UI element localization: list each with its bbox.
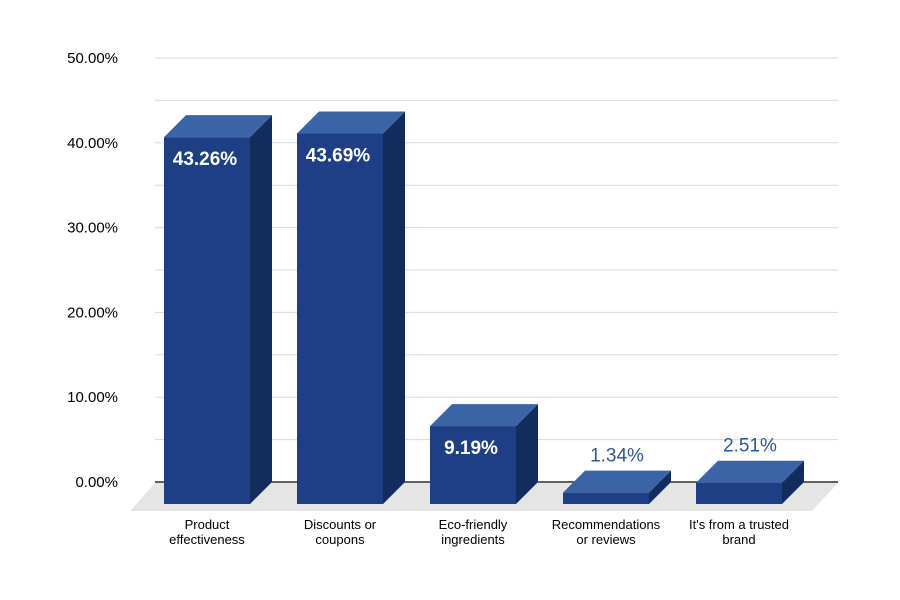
- bars: 43.26% 43.69% 9.19% 1.34% 2.51%: [164, 111, 804, 505]
- bar-value-label: 2.51%: [723, 436, 777, 457]
- y-tick-label: 50.00%: [67, 50, 118, 67]
- bar-side: [649, 470, 671, 504]
- y-tick-label: 20.00%: [67, 304, 118, 321]
- bar: 9.19%: [430, 404, 538, 504]
- bar-top: [430, 404, 538, 427]
- bar: 2.51%: [696, 436, 804, 504]
- bar-top: [164, 115, 272, 138]
- bar-front: [563, 492, 649, 504]
- bar-value-label: 9.19%: [444, 438, 498, 459]
- bar-front: [297, 133, 383, 505]
- y-tick-label: 10.00%: [67, 389, 118, 406]
- bar-top: [563, 470, 671, 493]
- bar: 43.69%: [297, 111, 405, 505]
- x-category-label: It's from a trusted brand: [689, 517, 789, 547]
- bar-top: [696, 460, 804, 483]
- bar-value-label: 1.34%: [590, 446, 644, 467]
- bar-top: [297, 111, 405, 134]
- bar-value-label: 43.26%: [173, 149, 238, 170]
- bar-side: [250, 115, 272, 504]
- bar-value-label: 43.69%: [306, 146, 371, 167]
- x-category-label: Product effectiveness: [169, 517, 245, 547]
- y-tick-label: 40.00%: [67, 135, 118, 152]
- x-category-label: Recommendations or reviews: [552, 517, 661, 547]
- y-axis-ticks: 0.00% 10.00% 20.00% 30.00% 40.00% 50.00%: [67, 50, 118, 491]
- bar-side: [383, 111, 405, 505]
- y-tick-label: 30.00%: [67, 220, 118, 237]
- y-tick-label: 0.00%: [75, 474, 118, 491]
- bar-front: [430, 426, 516, 504]
- x-axis-labels: Product effectiveness Discounts or coupons E…: [169, 517, 789, 547]
- bar-side: [782, 460, 804, 504]
- bar: 43.26%: [164, 115, 272, 504]
- x-category-label: Discounts or coupons: [304, 517, 377, 547]
- x-category-label: Eco-friendly ingredients: [439, 517, 508, 547]
- bar-side: [516, 404, 538, 504]
- bar-front: [164, 137, 250, 504]
- bar-front: [696, 482, 782, 504]
- bar: 1.34%: [563, 446, 671, 504]
